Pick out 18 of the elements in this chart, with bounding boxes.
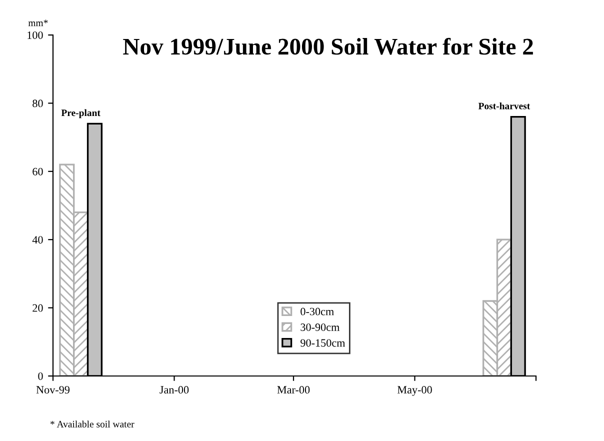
x-tick-label: May-00 xyxy=(397,386,432,396)
x-tick-label: Nov-99 xyxy=(36,386,70,394)
y-tick-label: 100 xyxy=(28,31,43,39)
chart-title: Nov 1999/June 2000 Soil Water for Site 2 xyxy=(123,38,533,55)
legend-label: 90-150cm xyxy=(300,339,346,347)
y-tick-label: 80 xyxy=(32,100,43,108)
legend-label: 30-90cm xyxy=(300,323,340,331)
legend-label: 0-30cm xyxy=(300,308,334,316)
y-tick-label: 20 xyxy=(32,304,43,312)
y-tick-label: 40 xyxy=(32,236,43,244)
y-axis-title: mm* xyxy=(28,20,48,26)
y-tick-label: 60 xyxy=(32,168,43,176)
x-tick-label: Mar-00 xyxy=(277,386,310,394)
annotation: Post-harvest xyxy=(478,102,530,110)
text: * Available soil water xyxy=(50,420,134,428)
annotation: Pre-plant xyxy=(61,109,100,118)
y-tick-label: 0 xyxy=(38,372,43,380)
x-tick-label: Jan-00 xyxy=(160,386,189,394)
